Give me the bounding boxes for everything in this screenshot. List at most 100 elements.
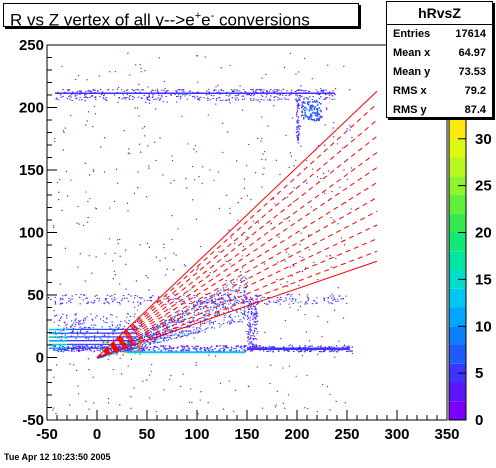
- data-point: [99, 95, 101, 97]
- data-point: [256, 346, 258, 348]
- data-point: [120, 320, 122, 323]
- y-tick-label: 100: [19, 225, 44, 242]
- data-point: [308, 345, 310, 348]
- data-point: [233, 89, 236, 91]
- data-point: [244, 314, 246, 316]
- data-point: [298, 125, 300, 127]
- data-point: [228, 289, 230, 291]
- data-point: [182, 345, 184, 347]
- data-point: [112, 331, 114, 333]
- data-point: [167, 339, 170, 341]
- data-point: [142, 380, 144, 382]
- data-point: [237, 345, 239, 347]
- data-point: [266, 303, 269, 305]
- data-point: [209, 322, 211, 324]
- data-point: [282, 402, 284, 404]
- data-point: [255, 344, 257, 346]
- data-point: [170, 334, 172, 336]
- data-point: [74, 345, 76, 347]
- data-point: [243, 310, 245, 312]
- data-point: [103, 98, 105, 100]
- data-point: [133, 350, 135, 352]
- data-point: [263, 302, 266, 304]
- data-point: [112, 338, 115, 340]
- stats-value: 73.53: [458, 66, 486, 78]
- data-point: [255, 308, 257, 310]
- data-point: [88, 255, 90, 257]
- data-point: [105, 298, 108, 300]
- data-point: [306, 97, 308, 99]
- data-point: [249, 308, 251, 310]
- data-point: [213, 179, 215, 181]
- data-point: [236, 346, 238, 348]
- data-point: [228, 380, 230, 382]
- data-point: [226, 284, 228, 286]
- data-point: [119, 283, 121, 285]
- data-point: [249, 328, 251, 331]
- data-point: [174, 337, 176, 339]
- data-point: [62, 313, 64, 315]
- data-point: [190, 321, 192, 323]
- data-point: [95, 207, 97, 209]
- data-point: [165, 95, 167, 97]
- data-point: [70, 302, 72, 304]
- data-point: [191, 345, 193, 347]
- data-point: [254, 344, 256, 346]
- eta-line-dashed: [96, 224, 378, 358]
- data-point: [196, 302, 199, 304]
- data-point: [304, 345, 306, 347]
- colorbar-swatch: [449, 138, 466, 158]
- data-point: [253, 315, 255, 317]
- data-point: [305, 349, 307, 351]
- data-point: [122, 354, 124, 356]
- data-point: [106, 294, 109, 296]
- data-point: [90, 350, 93, 352]
- data-point: [257, 99, 259, 101]
- data-point: [298, 351, 300, 353]
- data-point: [174, 331, 176, 333]
- data-point: [299, 95, 302, 97]
- data-point: [109, 207, 111, 209]
- data-point: [57, 328, 59, 330]
- data-point: [298, 138, 300, 141]
- data-point: [246, 297, 248, 299]
- data-point: [292, 265, 295, 267]
- data-point: [102, 341, 105, 344]
- data-point: [234, 389, 236, 391]
- data-point: [141, 297, 143, 299]
- data-point: [256, 320, 258, 323]
- data-point: [276, 390, 278, 392]
- data-point: [294, 99, 296, 101]
- data-point: [53, 349, 55, 351]
- data-point: [125, 263, 127, 265]
- data-point: [192, 318, 194, 320]
- data-point: [275, 159, 277, 161]
- data-point: [107, 301, 109, 303]
- data-point: [255, 310, 257, 312]
- data-point: [254, 327, 256, 329]
- data-point: [210, 309, 212, 311]
- data-point: [255, 317, 257, 319]
- data-point: [151, 336, 153, 338]
- data-point: [296, 101, 298, 103]
- data-point: [189, 322, 191, 324]
- data-point: [103, 339, 105, 341]
- data-point: [58, 331, 60, 334]
- data-point: [75, 338, 77, 340]
- data-point: [203, 349, 206, 351]
- data-point: [132, 342, 134, 344]
- data-point: [327, 297, 329, 299]
- data-point: [193, 314, 195, 316]
- data-point: [181, 115, 183, 117]
- data-point: [110, 352, 112, 354]
- data-point: [246, 94, 248, 96]
- data-point: [59, 319, 61, 321]
- data-point: [227, 131, 229, 133]
- data-point: [247, 324, 249, 326]
- data-point: [180, 345, 182, 347]
- data-point: [317, 176, 319, 178]
- data-point: [298, 133, 300, 135]
- colorbar-swatch: [449, 157, 466, 177]
- data-point: [215, 304, 217, 306]
- data-point: [75, 321, 77, 323]
